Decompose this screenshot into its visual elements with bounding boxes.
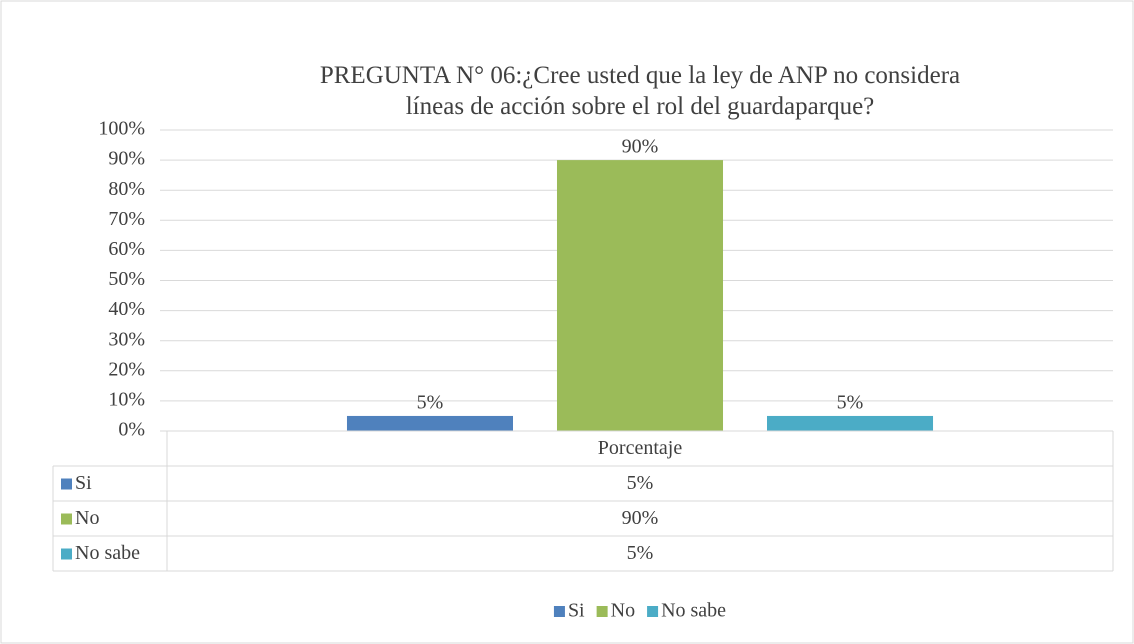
y-tick-label: 50% xyxy=(108,268,145,290)
y-tick-label: 60% xyxy=(108,238,145,260)
table-cell: 5% xyxy=(627,472,654,494)
bar xyxy=(346,415,513,431)
chart-title: PREGUNTA N° 06:¿Cree usted que la ley de… xyxy=(319,62,961,120)
table-header: Porcentaje xyxy=(598,437,683,459)
data-label: 5% xyxy=(837,392,864,414)
y-tick-label: 20% xyxy=(108,358,145,380)
y-tick-label: 80% xyxy=(108,178,145,200)
table-legend-key xyxy=(61,548,72,560)
table-legend-key xyxy=(61,513,72,525)
y-tick-label: 30% xyxy=(108,328,145,350)
legend-label: No sabe xyxy=(661,600,726,622)
table-cell: 90% xyxy=(622,507,659,529)
y-tick-label: 40% xyxy=(108,298,145,320)
table-row-label: No xyxy=(75,507,99,529)
data-label: 5% xyxy=(417,392,444,414)
table-cell: 5% xyxy=(627,542,654,564)
y-tick-label: 100% xyxy=(98,118,145,140)
legend-key xyxy=(647,606,659,617)
table-row-label: No sabe xyxy=(75,542,140,564)
data-label: 90% xyxy=(622,136,659,158)
legend-key xyxy=(553,606,565,617)
legend-key xyxy=(596,606,608,617)
y-tick-label: 10% xyxy=(108,388,145,410)
table-legend-key xyxy=(61,478,72,490)
bar xyxy=(767,415,934,431)
y-tick-label: 0% xyxy=(118,419,145,441)
table-row-label: Si xyxy=(75,472,92,494)
legend-label: No xyxy=(611,600,635,622)
legend-label: Si xyxy=(568,600,585,622)
y-tick-label: 90% xyxy=(108,148,145,170)
bar xyxy=(556,160,724,431)
y-tick-label: 70% xyxy=(108,208,145,230)
